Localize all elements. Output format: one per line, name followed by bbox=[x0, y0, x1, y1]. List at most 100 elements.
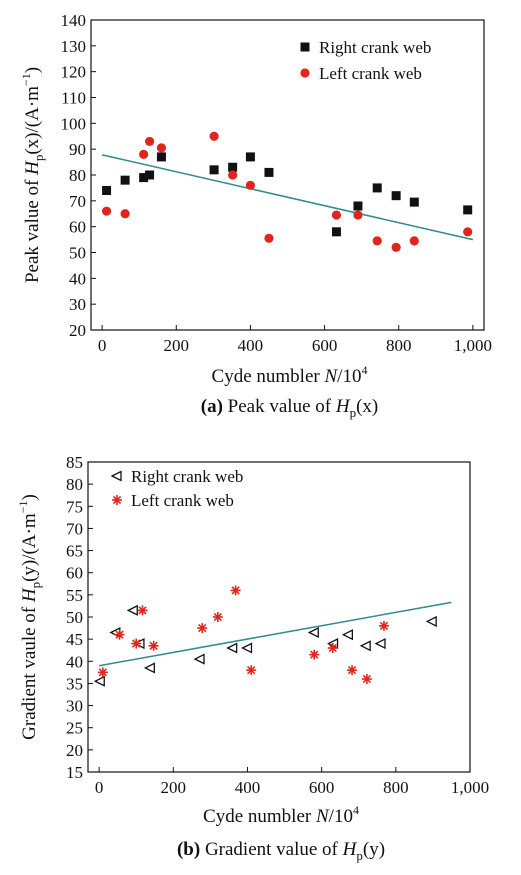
y-tick-label: 140 bbox=[61, 11, 87, 30]
y-axis-title-subscript: p bbox=[28, 582, 43, 589]
data-point bbox=[120, 175, 130, 185]
data-point bbox=[228, 162, 238, 172]
legend: Right crank web Left crank web bbox=[300, 38, 431, 83]
data-point bbox=[246, 665, 257, 676]
data-point bbox=[245, 180, 256, 190]
y-tick-label: 25 bbox=[66, 719, 83, 738]
data-point-stroke bbox=[98, 668, 108, 677]
y-tick-label: 60 bbox=[69, 218, 86, 237]
data-point bbox=[378, 620, 389, 631]
y-tick-label: 35 bbox=[66, 674, 83, 693]
data-point bbox=[228, 170, 238, 180]
data-point bbox=[97, 667, 108, 678]
y-axis-title-text: Gradient vaule of bbox=[19, 602, 40, 740]
y-axis-title-symbol: H bbox=[22, 160, 43, 176]
y-tick-label: 40 bbox=[66, 652, 83, 671]
y-tick-label: 90 bbox=[69, 140, 86, 159]
caption-symbol: H bbox=[342, 839, 358, 860]
caption-letter: (b) bbox=[177, 839, 200, 860]
data-point bbox=[143, 662, 155, 674]
data-point bbox=[120, 209, 130, 219]
figure-caption: (a) Peak value of Hp(x) bbox=[201, 396, 378, 420]
data-point bbox=[331, 210, 342, 220]
data-point bbox=[372, 183, 382, 193]
data-point bbox=[353, 210, 363, 220]
chart-panel-b: 15 20 25 30 35 40 45 50 55 60 65 70 75 80 85 0 200 400 600… bbox=[16, 453, 489, 863]
y-axis-title-symbol: H bbox=[19, 587, 40, 603]
x-axis-title-var: N bbox=[315, 806, 330, 827]
data-point bbox=[145, 170, 155, 180]
data-point bbox=[226, 642, 238, 654]
trend-line bbox=[98, 601, 452, 667]
data-point bbox=[374, 638, 386, 650]
data-point bbox=[209, 165, 219, 175]
data-point bbox=[409, 197, 419, 207]
caption-subscript: p bbox=[350, 405, 357, 420]
y-axis-title-unit: /(A·m bbox=[22, 86, 43, 133]
x-tick-label: 600 bbox=[309, 778, 335, 797]
data-point bbox=[241, 642, 253, 654]
y-tick-label: 50 bbox=[66, 608, 83, 627]
data-point bbox=[327, 643, 338, 653]
trend-line bbox=[101, 154, 474, 241]
x-tick-label: 800 bbox=[386, 336, 412, 355]
data-point-stroke bbox=[115, 630, 124, 639]
y-tick-label: 75 bbox=[66, 497, 83, 516]
x-tick-label: 200 bbox=[161, 778, 187, 797]
data-point-stroke bbox=[362, 674, 372, 684]
legend-marker bbox=[300, 68, 310, 78]
data-point bbox=[264, 233, 274, 243]
series-2 bbox=[101, 131, 473, 252]
chart-panel-a: 20 30 40 50 60 70 80 90 100 110 120 130 140 0 200 400 60… bbox=[19, 11, 492, 420]
y-axis-title: Gradient vaule of Hp(y)/(A·m−1) bbox=[16, 494, 43, 740]
caption-letter: (a) bbox=[201, 396, 223, 417]
x-axis-title-text: Cyde numbler bbox=[203, 806, 316, 827]
data-point bbox=[372, 236, 382, 246]
y-tick-label: 45 bbox=[66, 630, 83, 649]
data-point bbox=[245, 152, 255, 162]
data-point bbox=[209, 131, 219, 141]
data-point bbox=[156, 152, 166, 162]
x-axis-title-exp: 4 bbox=[361, 363, 367, 377]
data-point bbox=[137, 605, 148, 616]
data-point-stroke bbox=[328, 643, 337, 653]
y-tick-label: 70 bbox=[66, 519, 83, 538]
y-axis-title-arg: (x) bbox=[22, 133, 43, 155]
data-point bbox=[341, 629, 354, 641]
x-tick-label: 1,000 bbox=[454, 336, 492, 355]
y-tick-label: 80 bbox=[66, 475, 83, 494]
legend-label: Left crank web bbox=[319, 64, 422, 83]
y-tick-label: 15 bbox=[66, 763, 83, 782]
x-axis-title-text: Cyde numbler bbox=[212, 366, 325, 387]
x-axis-title: Cyde numbler N/104 bbox=[203, 803, 359, 827]
x-tick-label: 0 bbox=[98, 336, 107, 355]
y-tick-label: 130 bbox=[61, 37, 87, 56]
x-tick-label: 600 bbox=[312, 336, 338, 355]
data-point-stroke bbox=[198, 623, 207, 633]
caption-subscript: p bbox=[356, 848, 363, 863]
data-point bbox=[347, 665, 358, 676]
x-tick-label: 400 bbox=[235, 778, 261, 797]
x-tick-label: 0 bbox=[95, 778, 104, 797]
legend-label: Right crank web bbox=[319, 38, 431, 57]
data-point bbox=[148, 640, 159, 651]
data-point bbox=[93, 675, 105, 687]
series-1 bbox=[102, 152, 473, 237]
data-point bbox=[230, 585, 241, 596]
data-point bbox=[126, 604, 138, 616]
x-axis-title: Cyde numbler N/104 bbox=[212, 363, 368, 387]
legend-marker bbox=[300, 42, 310, 52]
x-tick-label: 400 bbox=[238, 336, 264, 355]
data-point bbox=[463, 227, 473, 237]
data-point bbox=[156, 143, 167, 153]
x-tick-label: 800 bbox=[383, 778, 409, 797]
data-point bbox=[144, 136, 155, 147]
y-axis-title-unit: /(A·m bbox=[19, 513, 40, 560]
data-point bbox=[264, 167, 274, 177]
data-point-stroke bbox=[231, 586, 240, 595]
legend-marker-stroke bbox=[112, 495, 122, 505]
data-point bbox=[359, 640, 371, 652]
legend-marker bbox=[112, 495, 122, 505]
caption-arg: (y) bbox=[363, 839, 385, 860]
data-point bbox=[361, 674, 372, 684]
